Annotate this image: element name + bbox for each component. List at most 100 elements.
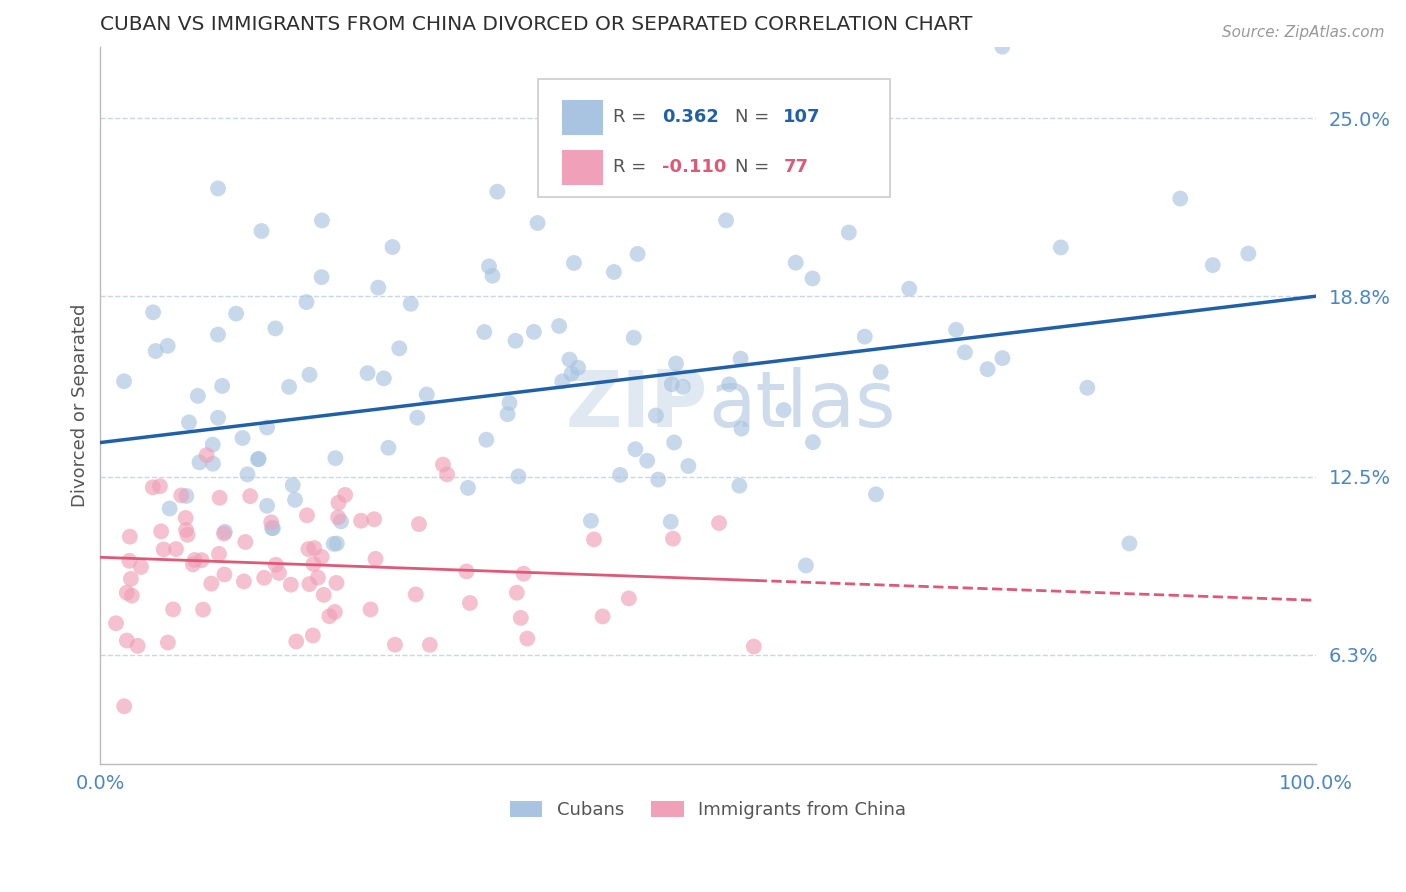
- Point: [579, 514, 602, 528]
- Point: [207, 327, 229, 342]
- Point: [976, 362, 998, 376]
- Point: [322, 537, 344, 551]
- Point: [162, 602, 184, 616]
- Point: [214, 567, 236, 582]
- Point: [526, 216, 548, 230]
- Point: [278, 380, 301, 394]
- Point: [609, 467, 631, 482]
- Point: [264, 321, 287, 335]
- Point: [360, 602, 382, 616]
- Point: [281, 478, 304, 492]
- Point: [156, 635, 179, 649]
- Text: atlas: atlas: [709, 368, 896, 443]
- Point: [991, 351, 1014, 365]
- Point: [208, 547, 231, 561]
- Point: [318, 609, 340, 624]
- Point: [678, 458, 700, 473]
- Point: [665, 357, 688, 371]
- Point: [1076, 381, 1098, 395]
- Point: [626, 247, 648, 261]
- Point: [159, 501, 181, 516]
- Point: [548, 318, 571, 333]
- Point: [714, 213, 737, 227]
- Point: [562, 256, 585, 270]
- Point: [636, 453, 658, 467]
- Point: [367, 280, 389, 294]
- Point: [381, 240, 404, 254]
- Point: [145, 344, 167, 359]
- Point: [730, 351, 752, 366]
- Text: 77: 77: [783, 158, 808, 177]
- Point: [295, 295, 318, 310]
- Point: [142, 305, 165, 319]
- Point: [415, 387, 437, 401]
- Point: [325, 575, 347, 590]
- Point: [432, 458, 454, 472]
- Point: [551, 375, 574, 389]
- Point: [350, 514, 373, 528]
- Point: [120, 572, 142, 586]
- Point: [190, 553, 212, 567]
- Point: [231, 431, 253, 445]
- Point: [115, 633, 138, 648]
- Point: [330, 515, 353, 529]
- Point: [523, 325, 546, 339]
- Point: [558, 352, 581, 367]
- Point: [201, 438, 224, 452]
- Point: [250, 224, 273, 238]
- Point: [326, 536, 349, 550]
- Point: [405, 587, 427, 601]
- Point: [363, 512, 385, 526]
- Point: [262, 521, 284, 535]
- Point: [112, 699, 135, 714]
- Point: [149, 479, 172, 493]
- Point: [560, 367, 582, 381]
- Point: [408, 517, 430, 532]
- Point: [419, 638, 441, 652]
- Point: [311, 270, 333, 285]
- Point: [127, 639, 149, 653]
- Text: ZIP: ZIP: [565, 368, 709, 443]
- Point: [624, 442, 647, 457]
- Point: [200, 576, 222, 591]
- Point: [297, 542, 319, 557]
- Point: [187, 389, 209, 403]
- Point: [207, 181, 229, 195]
- Point: [617, 591, 640, 606]
- Point: [176, 528, 198, 542]
- Point: [150, 524, 173, 539]
- Text: N =: N =: [735, 108, 775, 127]
- Point: [307, 571, 329, 585]
- Point: [235, 535, 257, 549]
- FancyBboxPatch shape: [562, 100, 603, 135]
- Point: [623, 331, 645, 345]
- Text: Source: ZipAtlas.com: Source: ZipAtlas.com: [1222, 25, 1385, 40]
- Point: [388, 342, 411, 356]
- Point: [333, 488, 356, 502]
- Point: [211, 379, 233, 393]
- Point: [373, 371, 395, 385]
- Point: [247, 452, 270, 467]
- Point: [176, 489, 198, 503]
- Point: [177, 415, 200, 429]
- Point: [865, 487, 887, 501]
- Point: [262, 521, 284, 535]
- Point: [672, 380, 695, 394]
- Point: [325, 451, 347, 466]
- Point: [181, 558, 204, 572]
- Point: [898, 282, 921, 296]
- Text: R =: R =: [613, 158, 652, 177]
- Point: [174, 523, 197, 537]
- Point: [170, 488, 193, 502]
- Point: [647, 473, 669, 487]
- Point: [302, 557, 325, 571]
- Point: [260, 516, 283, 530]
- Point: [285, 634, 308, 648]
- Point: [225, 307, 247, 321]
- Point: [838, 226, 860, 240]
- Point: [156, 339, 179, 353]
- Point: [472, 325, 495, 339]
- Point: [1049, 240, 1071, 254]
- Point: [165, 542, 187, 557]
- Point: [129, 560, 152, 574]
